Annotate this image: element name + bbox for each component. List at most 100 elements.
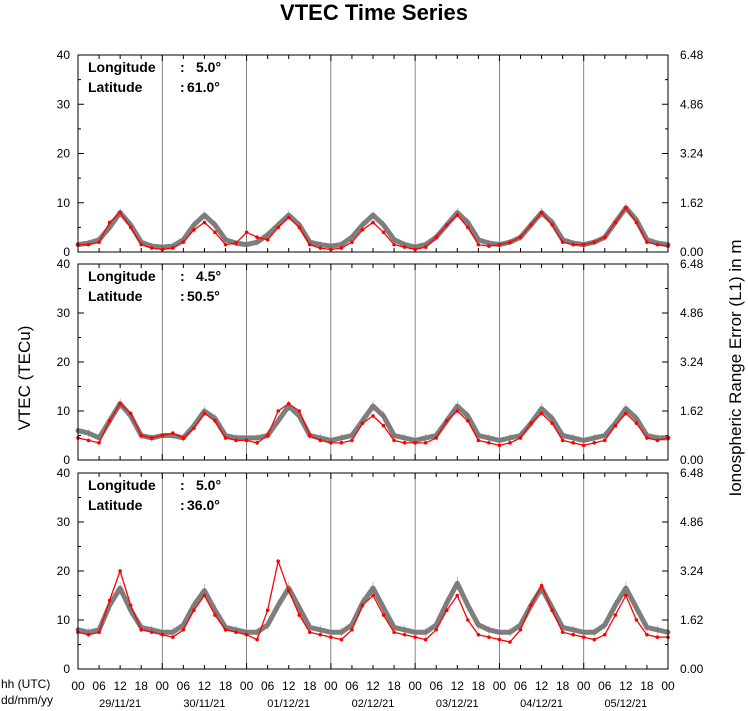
- y-tick-label-left: 30: [57, 306, 71, 320]
- measured-point: [234, 241, 238, 245]
- measured-point: [360, 228, 365, 232]
- y-tick-label-right: 3.24: [680, 355, 704, 369]
- latitude-label: Latitude: [88, 497, 143, 513]
- measured-point: [350, 438, 354, 443]
- latitude-value: 50.5°: [187, 288, 220, 304]
- measured-point: [518, 628, 523, 632]
- longitude-label: Longitude: [88, 59, 156, 75]
- measured-point: [413, 247, 417, 252]
- x-tick-label-date: 04/12/21: [520, 698, 563, 710]
- measured-point: [202, 220, 207, 225]
- latitude-label: Latitude: [88, 288, 143, 304]
- y-tick-label-left: 10: [57, 404, 71, 418]
- measured-point: [276, 409, 280, 413]
- measured-point: [297, 409, 302, 413]
- measured-point: [244, 230, 249, 235]
- x-tick-label-hour: 12: [451, 679, 465, 693]
- x-tick-label-hour: 18: [640, 679, 654, 693]
- measured-point: [581, 443, 586, 448]
- x-tick-label-hour: 00: [156, 679, 170, 693]
- measured-point: [360, 603, 365, 608]
- y-tick-label-right: 4.86: [680, 515, 704, 529]
- latitude-value: 61.0°: [187, 79, 220, 95]
- panel-1: 0 10 20 30 40 0.00 1.62 3.24 4.86 6.48 Longitude:5…: [57, 48, 704, 259]
- plot-area: 0102030400.001.623.244.866.48Longitude:5…: [57, 48, 704, 710]
- x-tick-label-hour: 18: [219, 679, 233, 693]
- measured-point: [624, 593, 628, 598]
- measured-point: [202, 411, 207, 416]
- x-tick-label-hour: 18: [303, 679, 317, 693]
- measured-point: [107, 598, 112, 603]
- measured-point: [645, 436, 649, 440]
- measured-point: [518, 436, 523, 440]
- measured-point: [255, 235, 259, 240]
- measured-point: [434, 436, 439, 440]
- measured-point: [476, 242, 481, 247]
- measured-point: [339, 637, 344, 642]
- measured-point: [128, 225, 133, 230]
- measured-point: [497, 637, 502, 642]
- measured-point: [139, 242, 144, 247]
- x-tick-label-date: 05/12/21: [604, 698, 647, 710]
- x-tick-label-date: 29/11/21: [99, 698, 141, 710]
- x-tick-label-hour: 18: [387, 679, 401, 693]
- measured-point: [508, 640, 512, 644]
- measured-point: [192, 228, 196, 232]
- measured-point: [371, 220, 375, 225]
- measured-point: [529, 421, 533, 426]
- measured-point: [107, 419, 112, 423]
- measured-point: [571, 441, 575, 445]
- measured-point: [550, 421, 554, 426]
- measured-point: [192, 608, 196, 612]
- x-tick-label-date: 01/12/21: [267, 698, 310, 710]
- measured-point: [171, 635, 175, 639]
- measured-point: [234, 630, 238, 635]
- reference-series-line: [75, 205, 671, 250]
- measured-point: [160, 247, 165, 252]
- measured-point: [234, 438, 238, 443]
- y-tick-label-left: 30: [57, 97, 71, 111]
- measured-point: [634, 618, 639, 622]
- measured-point: [592, 637, 597, 642]
- longitude-separator: :: [180, 59, 185, 75]
- measured-point: [350, 240, 354, 244]
- measured-point: [529, 603, 533, 608]
- measured-point: [276, 225, 280, 230]
- measured-point: [581, 242, 586, 247]
- measured-point: [381, 423, 386, 428]
- measured-point: [634, 421, 639, 426]
- y-tick-label-left: 0: [63, 453, 70, 467]
- measured-point: [581, 635, 586, 639]
- measured-point: [402, 245, 407, 249]
- x-tick-label-hour: 00: [661, 679, 675, 693]
- measured-point: [602, 632, 607, 637]
- measured-point: [550, 223, 554, 227]
- measured-point: [149, 246, 154, 250]
- x-tick-label-hour: 06: [598, 679, 612, 693]
- measured-point: [139, 433, 144, 438]
- measured-point: [455, 213, 460, 217]
- measured-point: [645, 240, 649, 244]
- measured-point: [624, 411, 628, 416]
- measured-point: [560, 438, 565, 443]
- y-axis-title-left: VTEC (TECu): [15, 326, 34, 431]
- measured-point: [402, 441, 407, 445]
- x-tick-label-hour: 06: [430, 679, 444, 693]
- y-tick-label-left: 0: [63, 245, 70, 259]
- measured-point: [613, 423, 618, 428]
- y-tick-label-right: 4.86: [680, 306, 704, 320]
- measured-point: [255, 441, 259, 445]
- x-row-label-hours: hh (UTC): [1, 677, 50, 691]
- measured-point: [508, 441, 512, 445]
- measured-point: [307, 630, 312, 635]
- measured-point: [128, 603, 133, 608]
- measured-point: [149, 436, 154, 440]
- latitude-value: 36.0°: [187, 497, 220, 513]
- measured-point: [571, 632, 575, 637]
- measured-point: [539, 411, 544, 416]
- y-tick-label-left: 40: [57, 257, 71, 271]
- x-tick-label-hour: 00: [493, 679, 507, 693]
- measured-point: [613, 220, 618, 225]
- y-tick-label-left: 40: [57, 48, 71, 62]
- measured-point: [466, 225, 470, 230]
